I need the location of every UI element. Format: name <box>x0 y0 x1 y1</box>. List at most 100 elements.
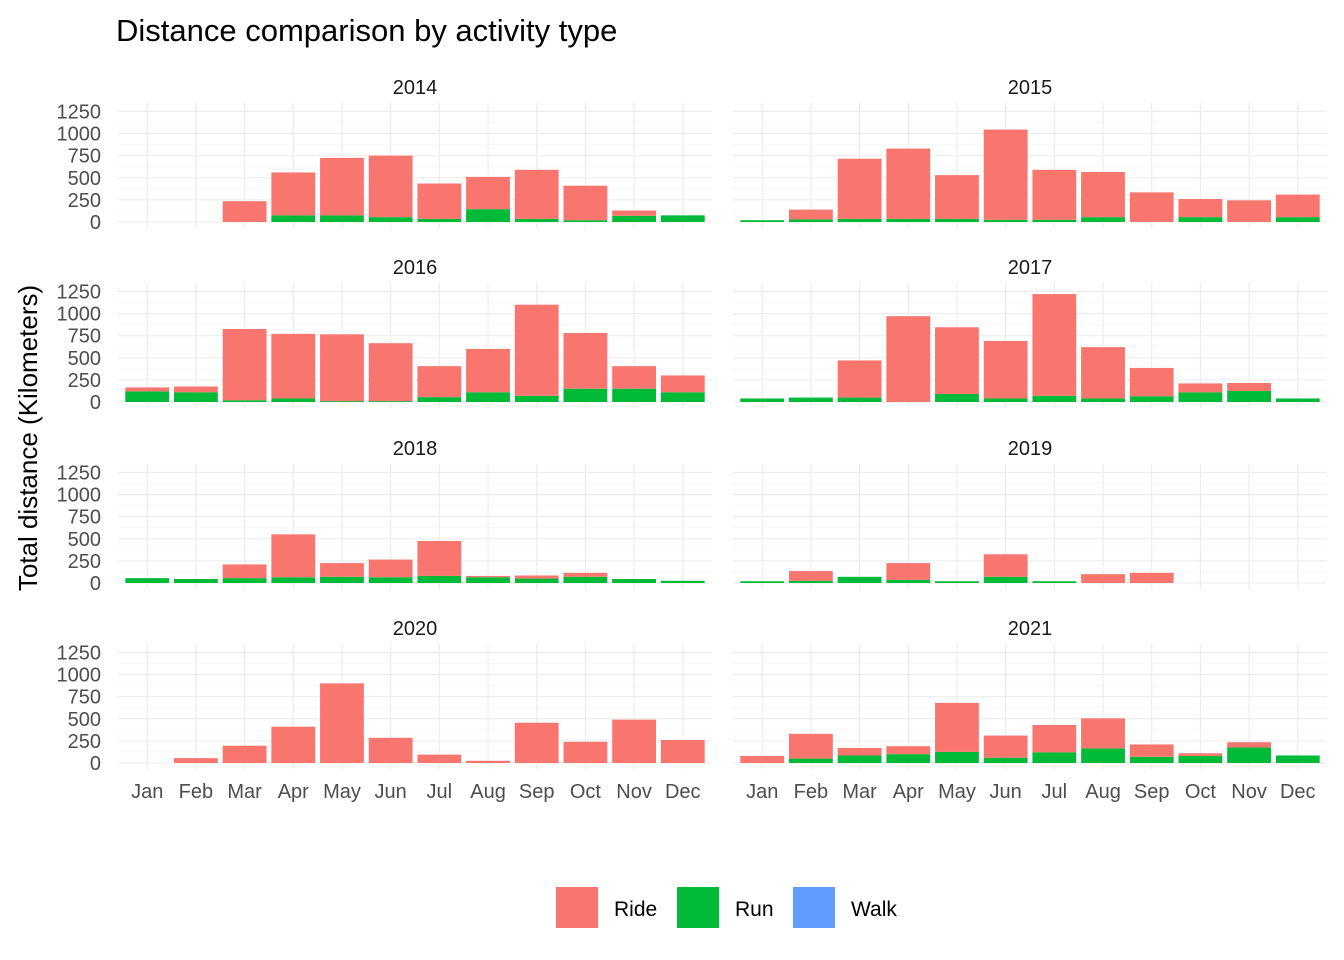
bar-ride-2019-Aug <box>1081 574 1125 583</box>
bar-ride-2018-Sep <box>514 575 559 579</box>
bar-run-2015-Dec <box>1275 217 1320 222</box>
bar-ride-2016-Apr <box>271 333 316 399</box>
bar-run-2014-Jul <box>417 218 462 222</box>
facet-panel-2017: 2017 <box>733 257 1327 408</box>
bar-ride-2021-Jan <box>740 755 785 763</box>
bar-ride-2016-Nov <box>612 366 657 389</box>
x-tick-label: Sep <box>1134 781 1170 803</box>
legend-swatch <box>556 887 598 928</box>
bar-run-2019-Jun <box>983 576 1028 583</box>
bar-ride-2017-May <box>935 327 979 395</box>
bar-ride-2021-Aug <box>1081 718 1125 749</box>
bar-run-2021-Jul <box>1032 752 1077 763</box>
bar-ride-2015-Oct <box>1178 199 1223 218</box>
bar-ride-2020-Dec <box>660 740 705 763</box>
y-tick-label: 250 <box>68 370 101 392</box>
bar-run-2021-Aug <box>1081 748 1125 763</box>
bar-ride-2015-Jul <box>1032 169 1077 220</box>
facet-label: 2019 <box>1008 438 1053 460</box>
legend-item-run: Run <box>677 887 774 928</box>
bar-ride-2018-Apr <box>271 534 316 578</box>
bar-run-2014-Jun <box>368 217 413 222</box>
bar-run-2016-May <box>320 401 364 402</box>
bar-run-2018-Dec <box>660 580 705 583</box>
bar-run-2015-Jul <box>1032 219 1077 222</box>
x-tick-label: Apr <box>278 781 309 803</box>
bar-run-2016-Aug <box>466 392 510 402</box>
x-tick-label: Jun <box>990 781 1022 803</box>
bar-ride-2021-Jun <box>983 735 1028 758</box>
x-tick-label: Jun <box>375 781 407 803</box>
bar-ride-2017-Oct <box>1178 383 1223 393</box>
bar-run-2014-Aug <box>466 209 510 222</box>
bar-ride-2014-Jun <box>368 155 413 218</box>
bar-run-2014-Apr <box>271 215 316 222</box>
bar-ride-2020-Aug <box>466 760 510 763</box>
bar-run-2017-Jan <box>740 398 785 402</box>
bar-ride-2015-Apr <box>886 148 931 219</box>
facet-label: 2015 <box>1008 77 1053 99</box>
x-tick-label: Dec <box>665 781 701 803</box>
bar-ride-2015-Nov <box>1227 200 1272 222</box>
bar-run-2014-Nov <box>612 215 657 222</box>
bar-run-2014-Oct <box>563 220 608 222</box>
facet-panels: 2014025050075010001250201520160250500750… <box>57 77 1327 803</box>
x-tick-label: Feb <box>179 781 213 803</box>
x-tick-label: Nov <box>1231 781 1267 803</box>
bar-ride-2016-Feb <box>173 386 218 393</box>
bar-ride-2015-Mar <box>837 158 882 219</box>
facet-label: 2014 <box>393 77 438 99</box>
bar-run-2015-Feb <box>788 219 833 222</box>
bar-ride-2018-Oct <box>563 572 608 577</box>
bar-run-2015-Oct <box>1178 217 1223 222</box>
x-tick-label: May <box>938 781 976 803</box>
bar-run-2016-Jan <box>125 391 170 402</box>
bar-run-2019-Feb <box>788 580 833 583</box>
bar-ride-2020-Apr <box>271 726 316 763</box>
bar-run-2019-May <box>935 581 979 583</box>
bar-run-2021-Jun <box>983 757 1028 763</box>
bar-run-2015-Aug <box>1081 217 1125 222</box>
x-tick-label: Oct <box>1185 781 1217 803</box>
bar-ride-2020-Jun <box>368 737 413 763</box>
bar-run-2016-Jun <box>368 401 413 402</box>
y-tick-label: 1000 <box>57 485 102 507</box>
bar-run-2021-Oct <box>1178 755 1223 763</box>
bar-ride-2016-Mar <box>222 329 267 401</box>
facet-label: 2021 <box>1008 618 1053 640</box>
y-axis-label: Total distance (Kilometers) <box>13 285 43 591</box>
bar-run-2017-Nov <box>1227 390 1272 402</box>
bar-run-2017-Dec <box>1275 398 1320 402</box>
bar-run-2019-Jan <box>740 581 785 583</box>
bar-run-2018-Jun <box>368 577 413 583</box>
legend-label: Run <box>735 898 774 921</box>
bar-run-2014-Sep <box>514 218 559 222</box>
y-tick-label: 500 <box>68 168 101 190</box>
x-tick-label: Mar <box>842 781 877 803</box>
bar-run-2014-Dec <box>660 215 705 222</box>
y-tick-label: 750 <box>68 146 101 168</box>
bar-ride-2021-Apr <box>886 746 931 755</box>
bar-ride-2016-Jul <box>417 366 462 398</box>
bar-run-2017-Aug <box>1081 398 1125 402</box>
bar-ride-2016-Jan <box>125 387 170 392</box>
bar-ride-2020-Jul <box>417 754 462 763</box>
bar-ride-2021-Sep <box>1129 744 1174 757</box>
bar-ride-2014-Mar <box>222 201 267 222</box>
bar-run-2014-May <box>320 215 364 222</box>
bar-run-2017-Sep <box>1129 396 1174 402</box>
x-tick-label: Jul <box>1042 781 1068 803</box>
y-tick-label: 250 <box>68 190 101 212</box>
y-tick-label: 750 <box>68 687 101 709</box>
bar-run-2017-Jul <box>1032 395 1077 402</box>
x-tick-label: Jan <box>131 781 163 803</box>
bar-ride-2021-Feb <box>788 733 833 759</box>
bar-ride-2018-Jun <box>368 559 413 578</box>
bar-ride-2021-Nov <box>1227 742 1272 748</box>
bar-ride-2015-Feb <box>788 209 833 220</box>
bar-run-2017-Jun <box>983 398 1028 402</box>
bar-run-2018-Apr <box>271 577 316 583</box>
bar-run-2017-Oct <box>1178 392 1223 402</box>
